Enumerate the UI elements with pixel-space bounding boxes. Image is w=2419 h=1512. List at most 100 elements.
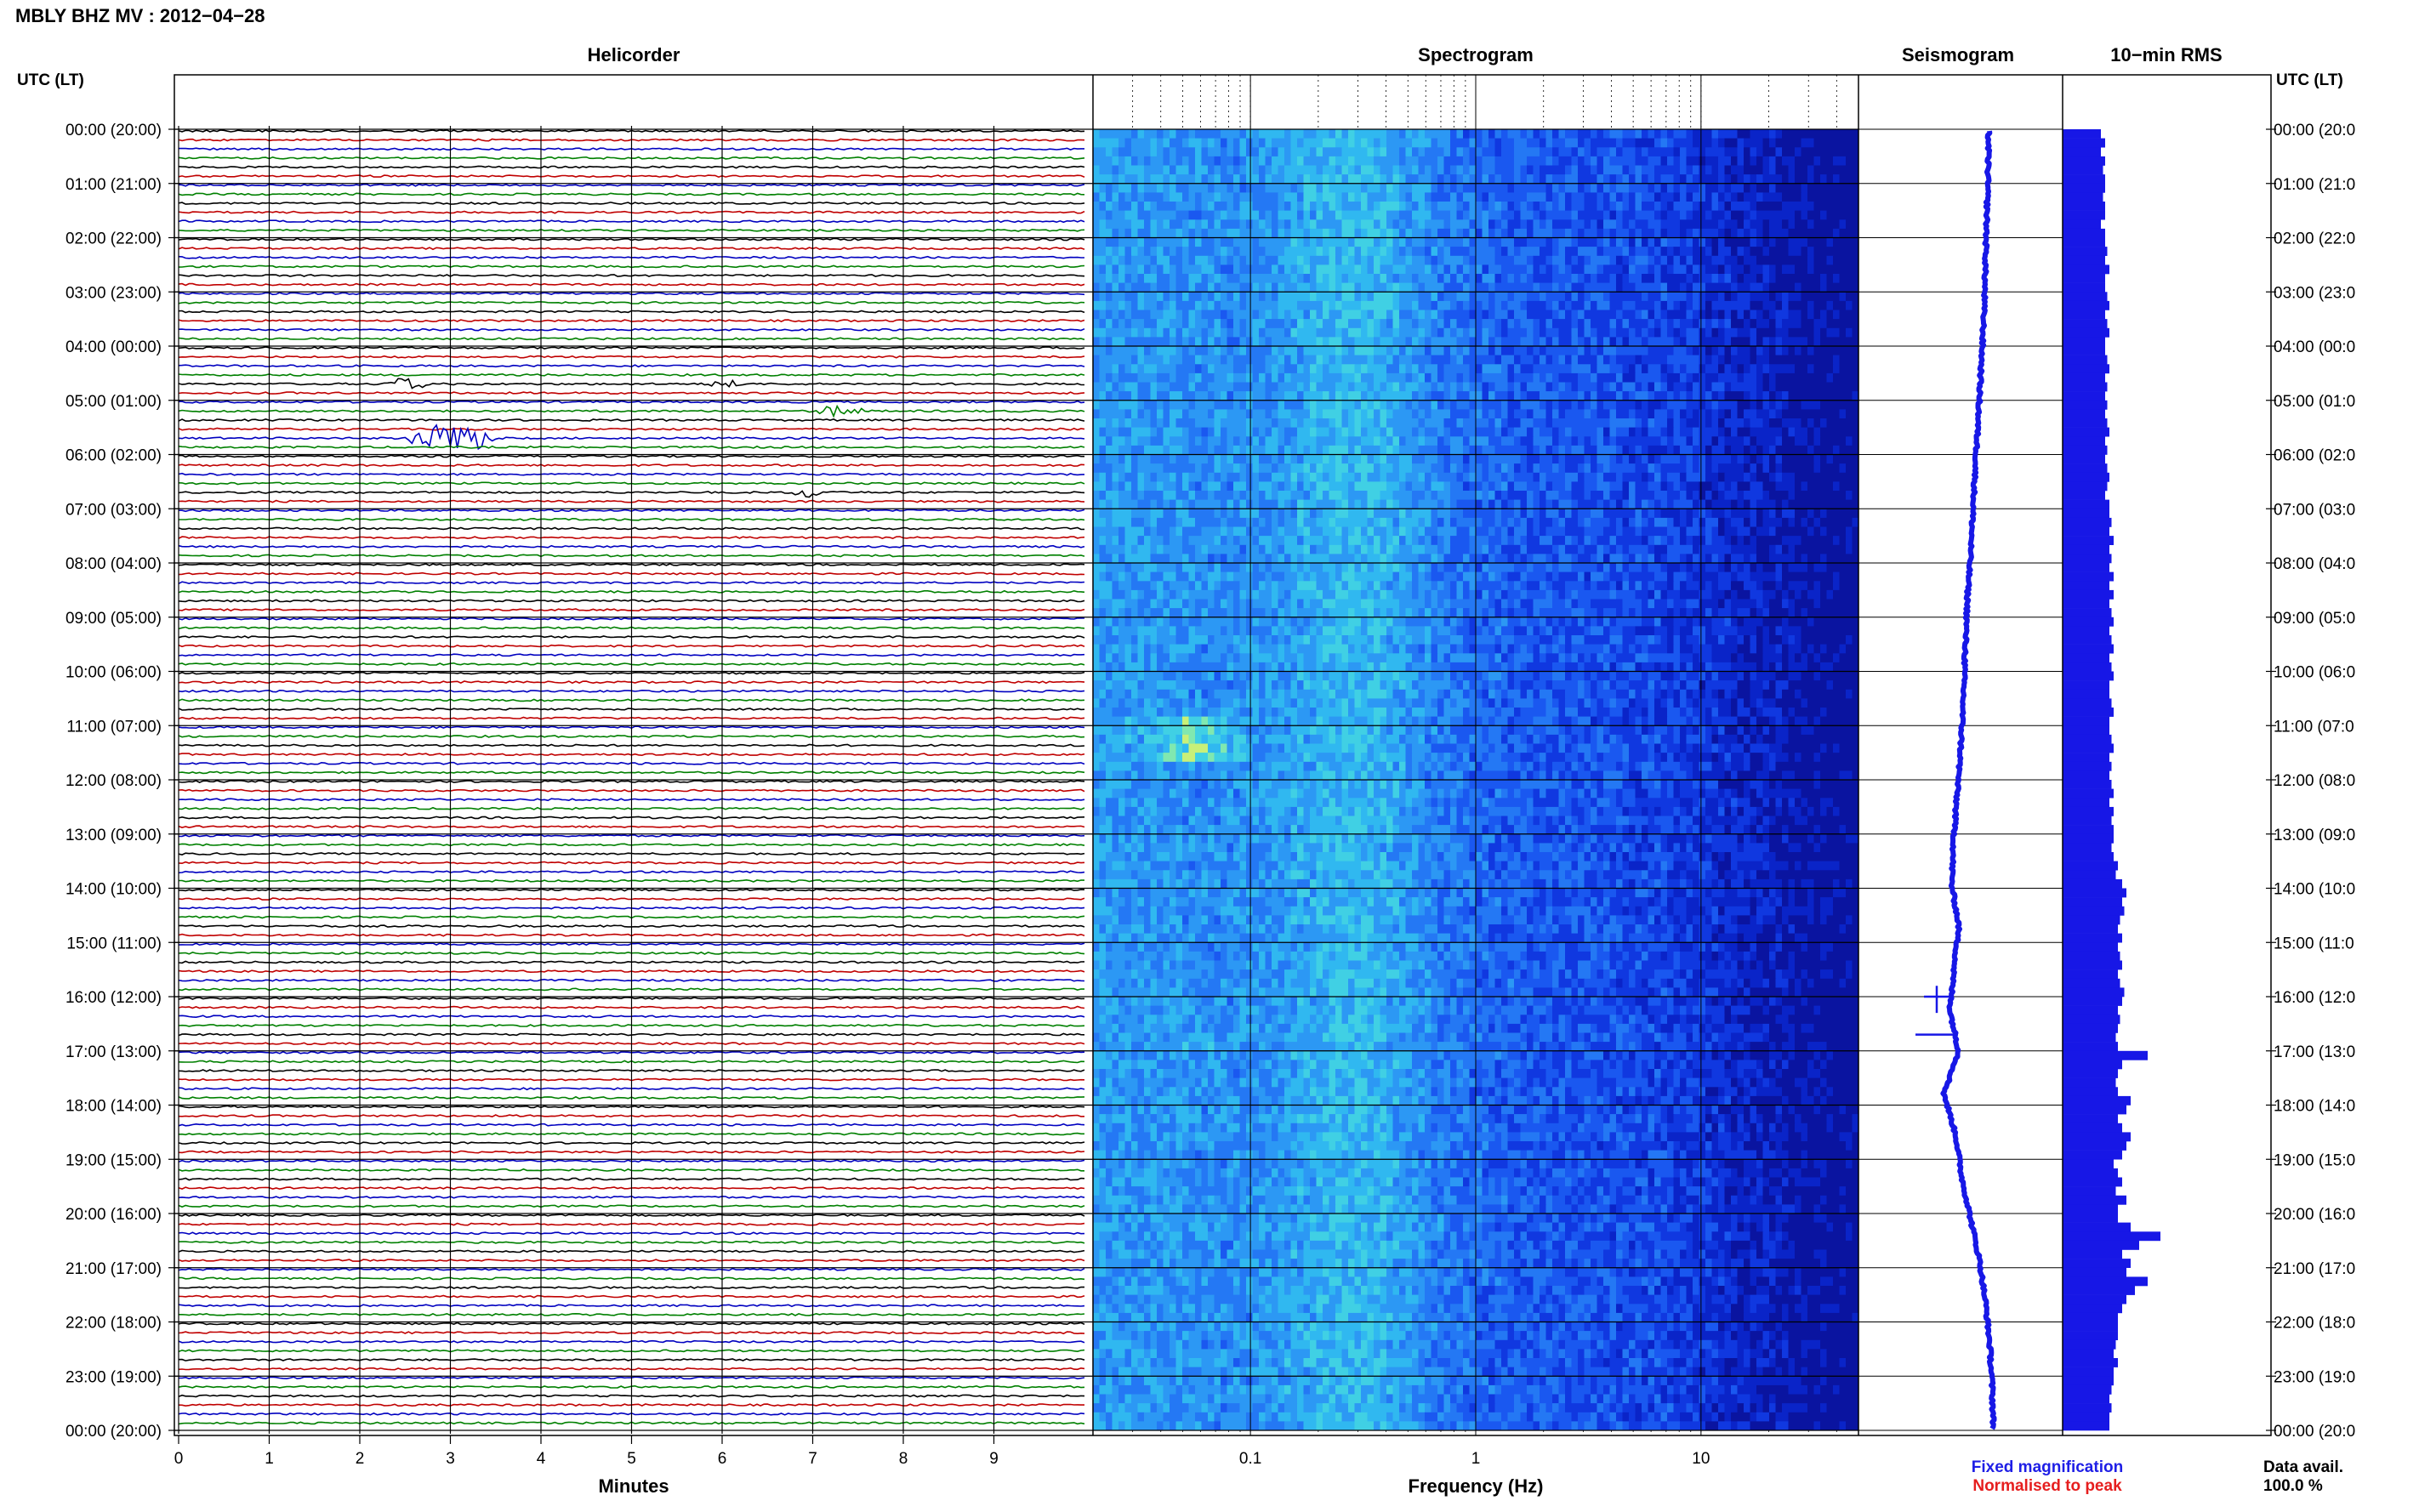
spectrogram-cell: [1680, 418, 1687, 428]
spectrogram-cell: [1125, 364, 1132, 373]
spectrogram-cell: [1118, 373, 1138, 383]
spectrogram-cell: [1227, 319, 1234, 328]
spectrogram-cell: [1814, 527, 1821, 537]
spectrogram-cell: [1170, 455, 1176, 464]
spectrogram-cell: [1386, 500, 1393, 509]
spectrogram-cell: [1705, 527, 1712, 537]
spectrogram-cell: [1667, 418, 1674, 428]
spectrogram-cell: [1125, 310, 1132, 320]
spectrogram-cell: [1444, 264, 1451, 274]
spectrogram-cell: [1667, 572, 1674, 582]
spectrogram-cell: [1693, 463, 1699, 473]
spectrogram-cell: [1272, 690, 1278, 699]
spectrogram-cell: [1756, 509, 1763, 518]
spectrogram-cell: [1769, 383, 1776, 392]
spectrogram-cell: [1680, 229, 1687, 238]
spectrogram-cell: [1215, 409, 1228, 418]
spectrogram-cell: [1431, 229, 1438, 238]
spectrogram-cell: [1444, 418, 1458, 428]
spectrogram-cell: [1323, 509, 1336, 518]
spectrogram-cell: [1151, 572, 1164, 582]
spectrogram-cell: [1476, 166, 1483, 175]
spectrogram-cell: [1335, 436, 1349, 446]
spectrogram-cell: [1495, 147, 1502, 156]
spectrogram-cell: [1648, 129, 1655, 139]
spectrogram-cell: [1393, 238, 1400, 247]
spectrogram-cell: [1661, 192, 1675, 202]
spectrogram-cell: [1093, 545, 1100, 554]
spectrogram-cell: [1329, 391, 1336, 401]
spectrogram-cell: [1565, 409, 1585, 418]
spectrogram-cell: [1444, 346, 1451, 355]
spectrogram-cell: [1776, 383, 1859, 392]
spectrogram-cell: [1527, 446, 1534, 455]
spectrogram-cell: [1431, 373, 1438, 383]
spectrogram-cell: [1552, 219, 1572, 229]
spectrogram-cell: [1795, 264, 1808, 274]
spectrogram-cell: [1278, 355, 1285, 365]
spectrogram-cell: [1648, 455, 1655, 464]
spectrogram-cell: [1769, 219, 1783, 229]
spectrogram-cell: [1431, 247, 1438, 256]
spectrogram-cell: [1266, 247, 1285, 256]
spectrogram-cell: [1712, 328, 1719, 338]
spectrogram-cell: [1782, 455, 1814, 464]
spectrogram-cell: [1233, 139, 1240, 148]
spectrogram-cell: [1463, 563, 1470, 572]
spectrogram-cell: [1374, 264, 1380, 274]
spectrogram-cell: [1623, 645, 1630, 654]
spectrogram-cell: [1323, 202, 1329, 211]
spectrogram-cell: [1189, 635, 1209, 645]
spectrogram-cell: [1603, 264, 1623, 274]
spectrogram-cell: [1138, 184, 1145, 193]
spectrogram-cell: [1221, 328, 1227, 338]
spectrogram-cell: [1457, 383, 1464, 392]
spectrogram-cell: [1636, 301, 1655, 310]
spectrogram-cell: [1240, 337, 1247, 346]
spectrogram-cell: [1138, 626, 1158, 635]
spectrogram-cell: [1304, 319, 1318, 328]
spectrogram-cell: [1559, 428, 1566, 437]
spectrogram-cell: [1654, 491, 1668, 500]
spectrogram-cell: [1317, 401, 1336, 410]
spectrogram-cell: [1437, 446, 1451, 455]
spectrogram-cell: [1744, 310, 1750, 320]
spectrogram-cell: [1291, 139, 1298, 148]
spectrogram-cell: [1763, 383, 1770, 392]
spectrogram-cell: [1291, 129, 1305, 139]
spectrogram-cell: [1240, 500, 1247, 509]
spectrogram-cell: [1578, 401, 1585, 410]
spectrogram-cell: [1368, 391, 1375, 401]
spectrogram-cell: [1393, 590, 1413, 600]
spectrogram-cell: [1125, 545, 1132, 554]
spectrogram-cell: [1705, 563, 1719, 572]
spectrogram-cell: [1699, 518, 1706, 527]
spectrogram-cell: [1591, 672, 1597, 681]
spectrogram-cell: [1259, 645, 1278, 654]
spectrogram-cell: [1578, 463, 1585, 473]
spectrogram-cell: [1208, 554, 1215, 563]
spectrogram-cell: [1386, 364, 1400, 373]
spectrogram-cell: [1113, 156, 1119, 166]
spectrogram-cell: [1661, 481, 1668, 491]
spectrogram-cell: [1463, 346, 1470, 355]
spectrogram-cell: [1712, 590, 1726, 600]
spectrogram-cell: [1661, 319, 1668, 328]
spectrogram-cell: [1450, 409, 1470, 418]
spectrogram-cell: [1233, 247, 1240, 256]
spectrogram-cell: [1623, 600, 1642, 609]
spectrogram-cell: [1215, 283, 1221, 293]
spectrogram-cell: [1182, 328, 1189, 338]
spectrogram-cell: [1699, 156, 1706, 166]
spectrogram-cell: [1106, 373, 1113, 383]
spectrogram-cell: [1718, 473, 1725, 482]
spectrogram-cell: [1565, 635, 1572, 645]
spectrogram-cell: [1444, 391, 1451, 401]
spectrogram-cell: [1144, 346, 1151, 355]
spectrogram-cell: [1310, 219, 1317, 229]
spectrogram-cell: [1597, 455, 1611, 464]
spectrogram-cell: [1705, 383, 1712, 392]
spectrogram-cell: [1425, 202, 1431, 211]
spectrogram-cell: [1661, 139, 1668, 148]
spectrogram-cell: [1144, 156, 1151, 166]
